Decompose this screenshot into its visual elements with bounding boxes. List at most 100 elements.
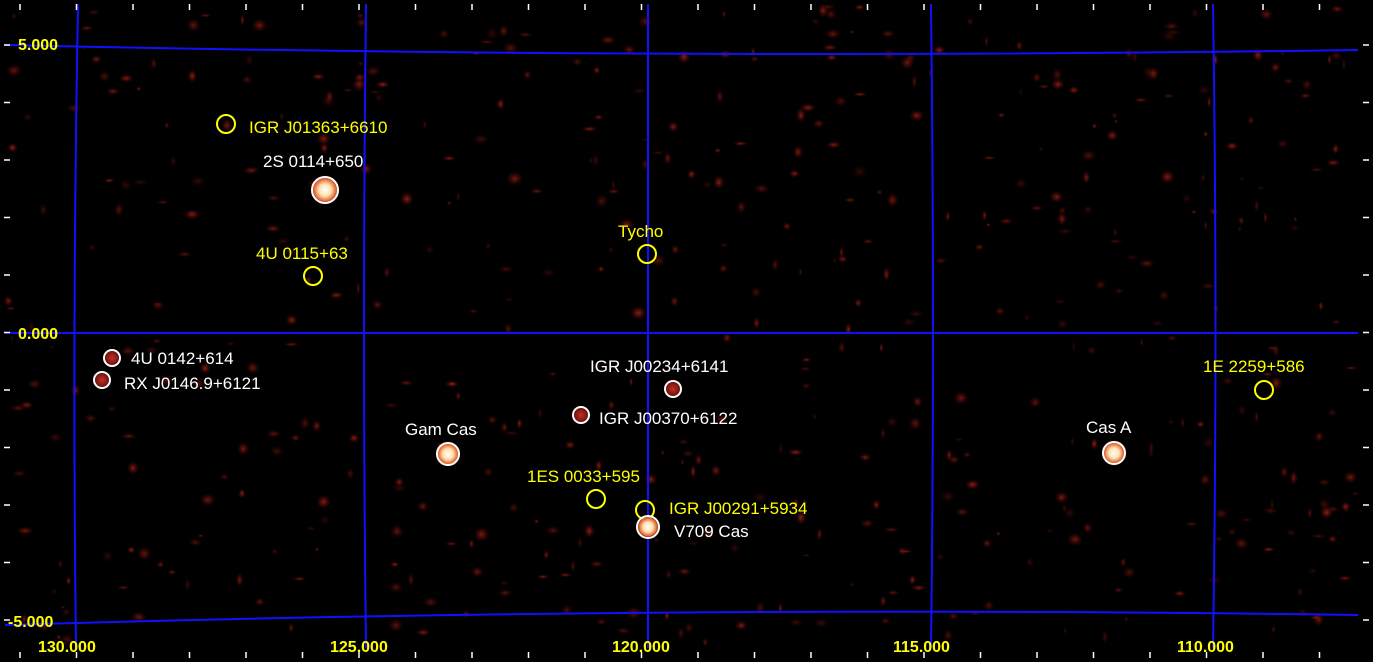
emission-blob [801, 498, 809, 506]
emission-blob [981, 538, 993, 549]
emission-blob [800, 382, 812, 390]
emission-blob [66, 103, 82, 114]
emission-blob [590, 362, 603, 373]
source-marker-tycho[interactable] [637, 244, 657, 264]
emission-blob [299, 415, 311, 432]
emission-blob [954, 437, 965, 442]
lat-label-0: 0.000 [18, 326, 58, 343]
emission-blob [750, 45, 756, 59]
emission-blob [663, 151, 672, 166]
emission-blob [443, 380, 460, 388]
emission-blob [22, 113, 33, 122]
emission-blob [592, 66, 601, 75]
emission-blob [1247, 115, 1255, 126]
emission-blob [644, 473, 658, 486]
grid-lon-115 [930, 3, 934, 649]
emission-blob [798, 366, 812, 372]
source-marker-rx-j0146[interactable] [93, 371, 111, 389]
source-marker-4u-0115[interactable] [303, 266, 323, 286]
emission-blob [503, 296, 515, 303]
emission-blob [284, 248, 296, 255]
emission-blob [816, 527, 823, 542]
source-marker-2s-0114[interactable] [311, 176, 339, 204]
emission-blob [5, 63, 23, 78]
emission-blob [880, 29, 896, 39]
emission-blob [1201, 435, 1216, 450]
emission-blob [732, 141, 749, 147]
emission-blob [812, 618, 830, 628]
emission-blob [245, 360, 261, 375]
emission-blob [305, 525, 316, 532]
emission-blob [186, 17, 201, 33]
emission-blob [781, 221, 792, 231]
emission-blob [595, 618, 608, 626]
emission-blob [1351, 490, 1360, 497]
source-marker-igr-j00234[interactable] [664, 380, 682, 398]
emission-blob [577, 535, 583, 551]
emission-blob [118, 73, 135, 84]
emission-blob [151, 338, 162, 345]
emission-blob [1237, 215, 1245, 226]
emission-blob [486, 415, 498, 425]
emission-blob [1113, 287, 1125, 295]
source-marker-4u-0142[interactable] [103, 349, 121, 367]
emission-blob [899, 55, 915, 70]
emission-blob [879, 342, 884, 353]
emission-blob [1289, 223, 1300, 232]
emission-blob [498, 579, 510, 587]
emission-blob [119, 178, 133, 192]
emission-blob [287, 621, 295, 634]
emission-blob [167, 569, 177, 575]
emission-blob [83, 413, 98, 423]
emission-blob [801, 357, 812, 363]
emission-blob [1184, 521, 1199, 527]
emission-blob [516, 417, 523, 430]
emission-blob [606, 188, 621, 195]
emission-blob [1190, 6, 1200, 20]
emission-blob [269, 445, 285, 458]
emission-blob [1025, 557, 1035, 567]
emission-blob [1071, 339, 1076, 354]
source-marker-1e-2259[interactable] [1254, 380, 1274, 400]
source-label-igr-j01363: IGR J01363+6610 [249, 118, 387, 137]
axis-ticks [4, 4, 1369, 658]
source-marker-v709-cas[interactable] [636, 515, 660, 539]
emission-blob [559, 603, 574, 617]
source-label-2s-0114: 2S 0114+650 [263, 152, 363, 171]
emission-blob [1309, 615, 1322, 620]
emission-blob [694, 453, 703, 467]
source-glow-gam-cas [435, 441, 461, 467]
emission-blob [650, 150, 666, 155]
emission-blob [1164, 29, 1183, 35]
emission-blob [607, 245, 614, 255]
emission-blob [455, 191, 461, 203]
emission-blob [718, 263, 729, 274]
emission-blob [1261, 371, 1274, 377]
emission-blob [664, 568, 673, 581]
emission-blob [1343, 471, 1358, 484]
emission-blob [848, 29, 856, 35]
grid-lon-110 [1212, 3, 1217, 649]
source-marker-1es-0033[interactable] [586, 489, 606, 509]
emission-blob [710, 510, 723, 516]
source-marker-cas-a[interactable] [1102, 441, 1126, 465]
emission-blob [1037, 84, 1051, 89]
emission-blob [1049, 190, 1065, 204]
emission-blob [872, 499, 881, 511]
emission-blob [1201, 173, 1206, 183]
emission-blob [938, 489, 957, 504]
emission-noise [3, 3, 1360, 648]
source-marker-igr-j00370[interactable] [572, 406, 590, 424]
emission-blob [1191, 210, 1197, 214]
emission-blob [667, 120, 680, 133]
emission-blob [51, 587, 57, 596]
lat-label-minus5: -5.000 [8, 614, 53, 631]
emission-blob [702, 637, 708, 648]
source-marker-igr-j01363[interactable] [216, 114, 236, 134]
source-marker-gam-cas[interactable] [436, 442, 460, 466]
emission-blob [820, 3, 837, 11]
emission-blob [1282, 78, 1295, 85]
emission-blob [594, 459, 603, 472]
emission-blob [886, 192, 899, 209]
